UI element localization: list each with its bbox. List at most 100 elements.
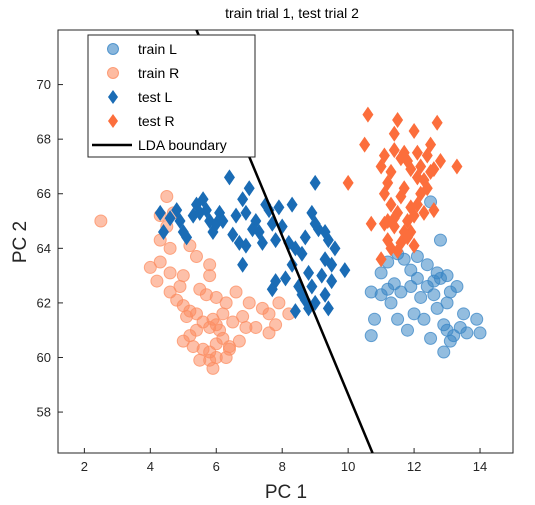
data-point (342, 174, 354, 191)
data-point (322, 300, 334, 317)
data-point (286, 196, 298, 213)
legend-label: LDA boundary (138, 137, 227, 153)
data-point (326, 256, 338, 273)
data-point (322, 232, 334, 249)
x-tick-label: 8 (279, 459, 286, 474)
data-point (400, 323, 414, 337)
data-point (229, 285, 243, 299)
data-point (237, 256, 249, 273)
data-point (388, 125, 400, 142)
data-point (266, 281, 278, 298)
data-point (270, 232, 282, 249)
x-tick-label: 10 (341, 459, 355, 474)
data-point (425, 163, 437, 180)
data-point (397, 252, 411, 266)
data-point (153, 255, 167, 269)
data-point (227, 226, 239, 243)
data-point (273, 199, 285, 216)
data-point (319, 286, 331, 303)
data-point (408, 122, 420, 139)
data-point (181, 229, 193, 246)
y-tick-label: 60 (37, 350, 51, 365)
legend-item-train-r: train R (107, 65, 179, 81)
data-point (411, 169, 423, 186)
data-point (203, 258, 217, 272)
legend-item-test-r: test R (108, 113, 175, 129)
data-point (368, 312, 382, 326)
legend-marker-diamond (108, 114, 118, 128)
data-point (434, 152, 446, 169)
data-point (431, 114, 443, 131)
data-point (280, 270, 291, 287)
data-point (375, 251, 387, 268)
x-tick-label: 12 (407, 459, 421, 474)
data-point (236, 310, 250, 324)
data-point (143, 260, 157, 274)
data-point (326, 273, 338, 290)
data-point (163, 241, 177, 255)
data-point (430, 266, 444, 280)
data-point (374, 266, 388, 280)
data-point (420, 258, 434, 272)
data-point (418, 204, 430, 221)
data-point (339, 262, 351, 279)
chart-title: train trial 1, test trial 2 (225, 5, 359, 21)
data-point (433, 233, 447, 247)
data-point (473, 326, 487, 340)
data-point (230, 207, 242, 224)
y-tick-label: 70 (37, 77, 51, 92)
legend-item-test-l: test L (108, 89, 172, 105)
data-point (180, 310, 194, 324)
data-point (374, 288, 388, 302)
data-point (405, 161, 417, 178)
data-point (173, 280, 187, 294)
data-point (401, 229, 413, 246)
data-point (237, 191, 249, 208)
data-point (408, 237, 420, 254)
series-test-l (154, 169, 351, 320)
data-point (398, 144, 410, 161)
data-point (216, 307, 230, 321)
data-point (316, 267, 328, 284)
data-point (154, 204, 166, 221)
data-point (450, 280, 464, 294)
data-point (306, 278, 318, 295)
x-tick-label: 4 (147, 459, 154, 474)
data-point (213, 323, 227, 337)
legend-label: test L (138, 89, 172, 105)
series-test-r (342, 106, 463, 268)
data-point (158, 223, 170, 240)
data-point (430, 301, 444, 315)
data-point (217, 213, 229, 230)
data-point (232, 334, 246, 348)
data-point (388, 218, 400, 235)
data-point (309, 215, 321, 232)
legend-label: train L (138, 41, 177, 57)
data-point (189, 250, 203, 264)
data-point (222, 342, 236, 356)
data-point (405, 199, 417, 216)
data-point (240, 204, 252, 221)
legend-item-lda-boundary: LDA boundary (92, 137, 227, 153)
data-point (414, 290, 428, 304)
data-point (387, 277, 401, 291)
data-point (392, 112, 404, 129)
data-point (160, 189, 174, 203)
data-point (447, 329, 461, 343)
data-point (407, 307, 421, 321)
data-point (206, 361, 220, 375)
data-point (385, 196, 397, 213)
data-point (388, 142, 400, 159)
data-point (437, 345, 451, 359)
legend-item-train-l: train L (107, 41, 177, 57)
y-tick-label: 62 (37, 295, 51, 310)
data-point (240, 237, 252, 254)
series-train-l (364, 195, 487, 359)
data-point (359, 136, 371, 153)
data-point (94, 214, 108, 228)
data-point (289, 303, 301, 320)
data-point (440, 296, 454, 310)
data-point (364, 329, 378, 343)
